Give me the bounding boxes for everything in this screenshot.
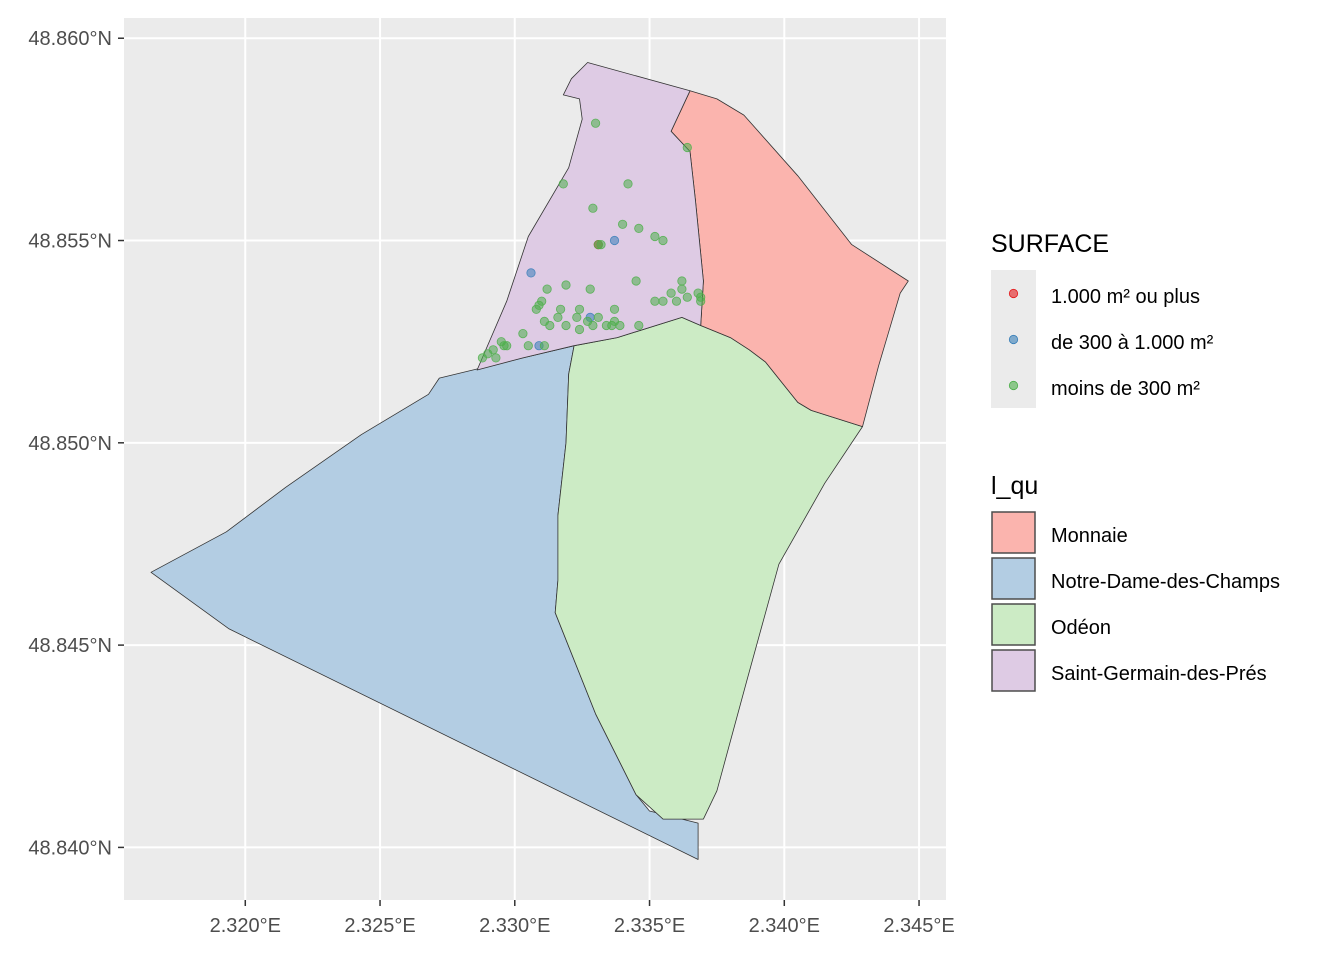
y-tick-label: 48.855°N (28, 231, 112, 253)
surface-point (696, 296, 706, 306)
surface-point (593, 312, 603, 322)
legend-surface: SURFACE 1.000 m² ou plus de 300 à 1.000 … (991, 230, 1214, 408)
surface-point (477, 353, 487, 363)
surface-point (631, 276, 641, 286)
legend-quarter-title: l_qu (991, 472, 1038, 500)
surface-point (561, 280, 571, 290)
surface-point (658, 296, 668, 306)
surface-point (585, 284, 595, 294)
surface-point (574, 324, 585, 335)
x-tick-label: 2.320°E (210, 915, 281, 937)
surface-point (526, 268, 536, 278)
surface-point (615, 320, 625, 331)
legend-surface-label-2: de 300 à 1.000 m² (1051, 332, 1214, 354)
surface-point (682, 142, 692, 153)
surface-point (623, 179, 633, 189)
quarter-polygon (476, 62, 704, 371)
legend-quarter-item: Notre-Dame-des-Champs (991, 557, 1280, 600)
surface-point (609, 304, 620, 314)
surface-point (658, 235, 668, 246)
surface-points (477, 118, 706, 363)
y-tick-label: 48.850°N (28, 433, 112, 455)
legend-quarter-key-2 (991, 557, 1036, 600)
x-tick-label: 2.340°E (749, 915, 820, 937)
surface-point (666, 288, 676, 298)
surface-point (545, 320, 555, 331)
legend-quarter-item: Saint-Germain-des-Prés (991, 649, 1267, 692)
surface-point (555, 304, 566, 314)
surface-point (588, 203, 598, 213)
surface-point (593, 240, 603, 250)
legend-quarter-label-1: Monnaie (1051, 525, 1128, 547)
surface-point (671, 296, 682, 306)
surface-point (574, 304, 585, 314)
surface-point (682, 292, 692, 302)
surface-point (634, 320, 644, 331)
surface-point (588, 320, 598, 331)
x-tick-label: 2.330°E (479, 915, 550, 937)
surface-point (572, 312, 582, 322)
legend-quarter: l_qu Monnaie Notre-Dame-des-Champs Odéon… (991, 472, 1280, 692)
surface-point (558, 179, 568, 189)
surface-point (491, 353, 501, 363)
x-tick-label: 2.325°E (344, 915, 415, 937)
surface-point (542, 284, 552, 294)
y-tick-label: 48.860°N (28, 28, 112, 50)
surface-point (502, 341, 512, 351)
surface-point (561, 320, 571, 331)
legend-quarter-label-4: Saint-Germain-des-Prés (1051, 663, 1267, 685)
legend-surface-title: SURFACE (991, 230, 1109, 258)
legend-quarter-key-3 (991, 603, 1036, 646)
surface-point (534, 300, 544, 310)
surface-point (677, 284, 687, 294)
surface-point (650, 296, 660, 306)
y-tick-label: 48.845°N (28, 635, 112, 657)
surface-point (650, 231, 660, 242)
legend-quarter-item: Monnaie (991, 511, 1128, 554)
quarter-polygons (150, 62, 909, 860)
legend-quarter-item: Odéon (991, 603, 1111, 646)
surface-point (617, 219, 628, 229)
x-tick-label: 2.335°E (614, 915, 685, 937)
legend-surface-item: 1.000 m² ou plus (1008, 286, 1200, 308)
legend-surface-key-3 (1008, 380, 1019, 391)
legend-quarter-label-3: Odéon (1051, 617, 1111, 639)
legend-surface-key-2 (1008, 334, 1019, 345)
surface-point (518, 328, 528, 339)
y-tick-label: 48.840°N (28, 837, 112, 859)
legend-surface-label-1: 1.000 m² ou plus (1051, 286, 1200, 308)
surface-point (590, 118, 601, 128)
legend-quarter-key-4 (991, 649, 1036, 692)
surface-point (677, 276, 687, 286)
legend-quarter-key-1 (991, 511, 1036, 554)
x-tick-label: 2.345°E (883, 915, 954, 937)
legend-surface-key-1 (1008, 288, 1019, 299)
surface-point (539, 341, 550, 351)
legend-surface-item: moins de 300 m² (1008, 378, 1200, 400)
surface-point (609, 235, 620, 246)
legend-surface-label-3: moins de 300 m² (1051, 378, 1200, 400)
surface-point (523, 341, 533, 351)
legend-quarter-label-2: Notre-Dame-des-Champs (1051, 571, 1280, 593)
surface-point (607, 320, 617, 331)
axes: 2.320°E 2.325°E 2.330°E 2.335°E 2.340°E 2.345… (28, 28, 954, 937)
surface-point (634, 223, 644, 233)
legend-surface-item: de 300 à 1.000 m² (1008, 332, 1214, 354)
surface-point (553, 312, 563, 322)
